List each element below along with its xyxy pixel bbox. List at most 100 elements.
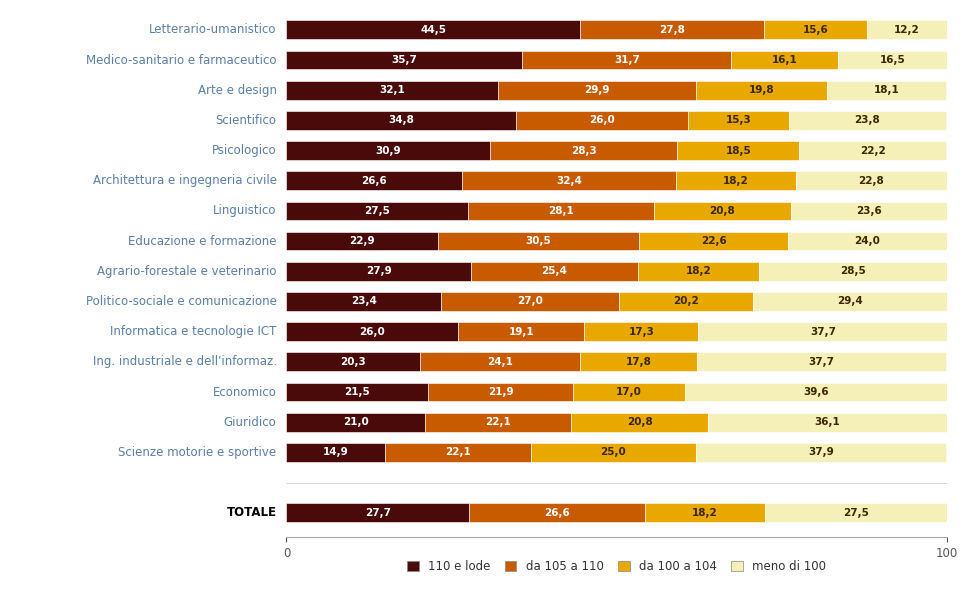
Bar bbox=[580, 352, 697, 371]
Text: Letterario-umanistico: Letterario-umanistico bbox=[149, 24, 277, 37]
Text: Giuridico: Giuridico bbox=[223, 416, 277, 429]
Bar bbox=[428, 383, 573, 401]
Legend: 110 e lode, da 105 a 110, da 100 a 104, meno di 100: 110 e lode, da 105 a 110, da 100 a 104, … bbox=[402, 556, 831, 578]
Text: 37,7: 37,7 bbox=[809, 357, 835, 367]
Bar bbox=[468, 202, 653, 220]
Bar bbox=[286, 202, 468, 220]
Text: 19,1: 19,1 bbox=[509, 327, 534, 337]
Bar bbox=[867, 21, 948, 39]
Bar bbox=[788, 111, 946, 130]
Text: 18,5: 18,5 bbox=[725, 146, 752, 156]
Text: 26,6: 26,6 bbox=[545, 508, 570, 518]
Bar bbox=[498, 81, 696, 100]
Text: 27,5: 27,5 bbox=[364, 206, 390, 216]
Bar bbox=[696, 443, 946, 462]
Text: 27,0: 27,0 bbox=[518, 297, 543, 306]
Text: 17,3: 17,3 bbox=[628, 327, 654, 337]
Bar bbox=[698, 322, 948, 341]
Bar bbox=[639, 232, 788, 251]
Text: 23,6: 23,6 bbox=[856, 206, 882, 216]
Text: 27,9: 27,9 bbox=[366, 266, 391, 276]
Text: Architettura e ingegneria civile: Architettura e ingegneria civile bbox=[92, 174, 277, 187]
Text: 18,2: 18,2 bbox=[692, 508, 718, 518]
Text: 34,8: 34,8 bbox=[388, 116, 415, 126]
Bar bbox=[286, 232, 438, 251]
Bar bbox=[438, 232, 639, 251]
Bar bbox=[462, 172, 676, 190]
Text: 32,1: 32,1 bbox=[380, 85, 405, 95]
Text: Agrario-forestale e veterinario: Agrario-forestale e veterinario bbox=[97, 265, 277, 278]
Bar bbox=[471, 262, 638, 281]
Bar bbox=[458, 322, 585, 341]
Text: Arte e design: Arte e design bbox=[197, 84, 277, 97]
Bar bbox=[286, 352, 420, 371]
Bar bbox=[286, 292, 441, 311]
Bar bbox=[653, 202, 791, 220]
Bar bbox=[686, 383, 947, 401]
Bar bbox=[286, 443, 385, 462]
Bar bbox=[286, 111, 517, 130]
Text: 20,8: 20,8 bbox=[627, 417, 653, 427]
Bar bbox=[687, 111, 788, 130]
Text: 28,5: 28,5 bbox=[840, 266, 865, 276]
Bar bbox=[826, 81, 946, 100]
Text: Scientifico: Scientifico bbox=[216, 114, 277, 127]
Text: 19,8: 19,8 bbox=[749, 85, 774, 95]
Bar bbox=[286, 322, 458, 341]
Bar bbox=[764, 21, 867, 39]
Text: Ing. industriale e dell'informaz.: Ing. industriale e dell'informaz. bbox=[92, 355, 277, 368]
Text: 22,1: 22,1 bbox=[445, 447, 471, 457]
Bar bbox=[838, 51, 947, 70]
Bar bbox=[709, 413, 947, 431]
Text: 36,1: 36,1 bbox=[815, 417, 841, 427]
Text: 17,0: 17,0 bbox=[617, 387, 642, 397]
Text: 39,6: 39,6 bbox=[803, 387, 829, 397]
Text: 23,4: 23,4 bbox=[351, 297, 377, 306]
Text: 31,7: 31,7 bbox=[614, 55, 640, 65]
Bar bbox=[696, 81, 826, 100]
Text: 27,7: 27,7 bbox=[365, 508, 391, 518]
Text: 18,2: 18,2 bbox=[723, 176, 749, 186]
Bar bbox=[286, 383, 428, 401]
Bar bbox=[286, 172, 462, 190]
Bar bbox=[286, 141, 490, 160]
Text: 20,8: 20,8 bbox=[710, 206, 735, 216]
Bar bbox=[490, 141, 678, 160]
Text: 22,8: 22,8 bbox=[858, 176, 885, 186]
Text: 26,0: 26,0 bbox=[589, 116, 615, 126]
Text: 22,2: 22,2 bbox=[860, 146, 886, 156]
Text: 23,8: 23,8 bbox=[854, 116, 881, 126]
Text: 28,3: 28,3 bbox=[571, 146, 597, 156]
Bar bbox=[678, 141, 799, 160]
Text: Scienze motorie e sportive: Scienze motorie e sportive bbox=[118, 446, 277, 459]
Bar bbox=[791, 202, 947, 220]
Bar bbox=[697, 352, 946, 371]
Text: 37,9: 37,9 bbox=[808, 447, 834, 457]
Text: 25,4: 25,4 bbox=[542, 266, 567, 276]
Text: 44,5: 44,5 bbox=[420, 25, 447, 35]
Text: 32,4: 32,4 bbox=[556, 176, 582, 186]
Text: 26,0: 26,0 bbox=[359, 327, 385, 337]
Bar bbox=[571, 413, 709, 431]
Text: 35,7: 35,7 bbox=[391, 55, 418, 65]
Bar bbox=[286, 51, 522, 70]
Bar bbox=[788, 232, 947, 251]
Text: 30,9: 30,9 bbox=[376, 146, 401, 156]
Bar bbox=[286, 21, 581, 39]
Text: 18,2: 18,2 bbox=[686, 266, 712, 276]
Bar bbox=[420, 352, 580, 371]
Text: 22,9: 22,9 bbox=[350, 236, 375, 246]
Bar bbox=[676, 172, 796, 190]
Bar bbox=[441, 292, 619, 311]
Text: 20,2: 20,2 bbox=[673, 297, 699, 306]
Bar bbox=[619, 292, 753, 311]
Text: 29,4: 29,4 bbox=[837, 297, 862, 306]
Bar bbox=[385, 443, 531, 462]
Bar bbox=[581, 21, 764, 39]
Text: 24,1: 24,1 bbox=[487, 357, 513, 367]
Text: 25,0: 25,0 bbox=[600, 447, 626, 457]
Bar bbox=[286, 262, 471, 281]
Bar bbox=[645, 503, 765, 522]
Text: 18,1: 18,1 bbox=[874, 85, 899, 95]
Text: 21,0: 21,0 bbox=[343, 417, 369, 427]
